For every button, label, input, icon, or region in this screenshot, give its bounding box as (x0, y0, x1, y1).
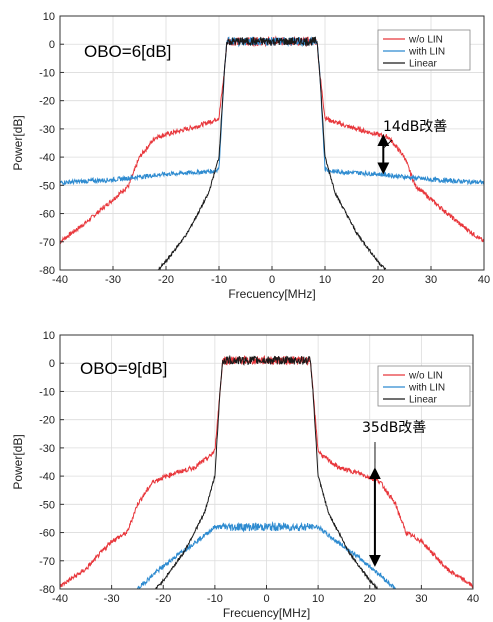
x-tick-label: 30 (415, 593, 427, 605)
y-tick-label: 10 (43, 330, 55, 342)
panel-title: OBO=9[dB] (80, 359, 167, 378)
x-tick-label: 10 (319, 274, 331, 286)
y-tick-label: -10 (39, 67, 55, 79)
x-tick-label: 40 (478, 274, 490, 286)
x-tick-label: 0 (269, 274, 275, 286)
x-tick-label: 20 (372, 274, 384, 286)
x-tick-label: -30 (104, 593, 120, 605)
y-tick-label: 0 (49, 358, 55, 370)
series-line-with-lin (136, 520, 397, 589)
series-line-linear (155, 354, 378, 589)
y-tick-label: 10 (43, 11, 55, 23)
improvement-label: 35dB改善 (362, 420, 426, 436)
improvement-label: 14dB改善 (383, 119, 447, 135)
y-tick-label: -30 (39, 443, 55, 455)
panel-title: OBO=6[dB] (84, 42, 171, 61)
y-tick-label: -40 (39, 152, 55, 164)
x-tick-label: -10 (211, 274, 227, 286)
x-tick-label: -40 (52, 593, 68, 605)
y-tick-label: -80 (39, 584, 55, 596)
y-tick-label: -40 (39, 471, 55, 483)
y-tick-label: -70 (39, 556, 55, 568)
legend-entry: w/o LIN (408, 35, 443, 46)
x-tick-label: 30 (425, 274, 437, 286)
x-tick-label: -10 (207, 593, 223, 605)
x-axis-label: Frecuency[MHz] (223, 606, 310, 620)
legend-entry: w/o LIN (408, 371, 443, 382)
y-tick-label: -20 (39, 96, 55, 108)
y-tick-label: -60 (39, 209, 55, 221)
x-tick-label: -20 (158, 274, 174, 286)
x-tick-label: -20 (155, 593, 171, 605)
x-tick-label: 40 (467, 593, 479, 605)
x-tick-label: 10 (312, 593, 324, 605)
legend-entry: Linear (409, 395, 437, 406)
series-line-with-lin (60, 36, 484, 186)
legend-entry: with LIN (408, 47, 445, 58)
x-axis-label: Frecuency[MHz] (228, 287, 315, 301)
y-tick-label: -50 (39, 499, 55, 511)
y-tick-label: 0 (49, 39, 55, 51)
chart-panel-2: -40 -30 -20 -10 0 10 20 30 40 10 0 -10 -20 -30 -40 -50 -… (11, 330, 479, 620)
y-axis-label: Power[dB] (11, 115, 25, 170)
y-axis-label: Power[dB] (11, 434, 25, 489)
y-tick-label: -10 (39, 386, 55, 398)
x-tick-label: -30 (105, 274, 121, 286)
improvement-annotation: 35dB改善 (362, 420, 426, 567)
y-tick-label: -80 (39, 265, 55, 277)
chart-panel-1: -40 -30 -20 -10 0 10 20 30 40 10 0 -10 -20 -30 -40 -50 -… (11, 11, 490, 301)
series-group (60, 354, 473, 589)
x-tick-label: 20 (364, 593, 376, 605)
series-line-linear (157, 36, 387, 270)
improvement-annotation: 14dB改善 (377, 119, 447, 175)
legend-entry: with LIN (408, 383, 445, 394)
legend-entry: Linear (409, 59, 437, 70)
y-tick-label: -50 (39, 180, 55, 192)
y-tick-label: -70 (39, 237, 55, 249)
series-group (60, 35, 484, 270)
y-tick-label: -60 (39, 528, 55, 540)
annotation-leader (382, 139, 393, 149)
x-tick-label: 0 (263, 593, 269, 605)
x-tick-label: -40 (52, 274, 68, 286)
y-tick-label: -20 (39, 415, 55, 427)
y-tick-label: -30 (39, 124, 55, 136)
